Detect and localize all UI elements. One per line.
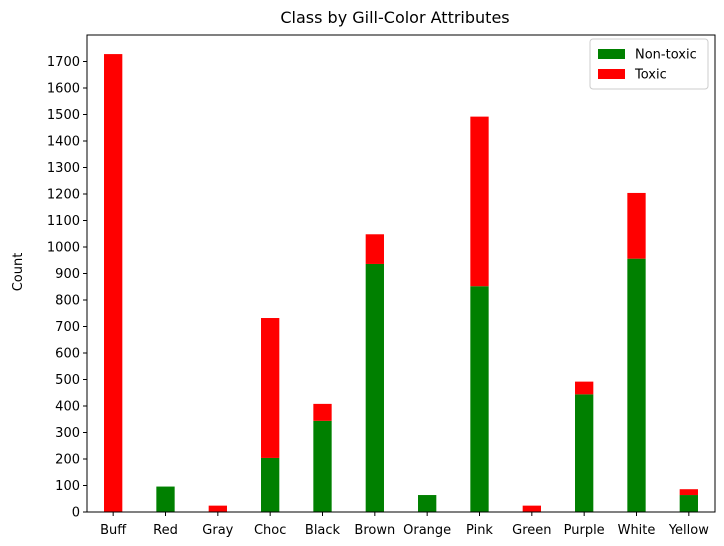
- x-tick-label-purple: Purple: [564, 523, 605, 538]
- y-tick-label: 1500: [47, 108, 80, 123]
- x-tick-label-pink: Pink: [466, 523, 493, 538]
- y-tick-label: 400: [55, 400, 80, 415]
- y-tick-label: 500: [55, 373, 80, 388]
- chart-title: Class by Gill-Color Attributes: [280, 8, 509, 27]
- bar-white-non-toxic: [627, 258, 646, 512]
- y-tick-label: 0: [72, 506, 80, 521]
- x-tick-label-black: Black: [305, 523, 341, 538]
- bar-black-toxic: [313, 403, 332, 421]
- y-tick-label: 800: [55, 294, 80, 309]
- x-tick-label-brown: Brown: [354, 523, 395, 538]
- bar-orange-non-toxic: [418, 495, 437, 512]
- x-tick-label-yellow: Yellow: [668, 523, 709, 538]
- bar-black-non-toxic: [313, 420, 332, 512]
- y-tick-label: 700: [55, 320, 80, 335]
- y-tick-label: 200: [55, 453, 80, 468]
- bar-white-toxic: [627, 192, 646, 259]
- legend-swatch-non-toxic: [598, 49, 625, 59]
- plot-frame: [86, 34, 716, 513]
- y-tick-label: 1000: [47, 241, 80, 256]
- bar-pink-toxic: [470, 116, 489, 287]
- x-tick-label-buff: Buff: [100, 523, 127, 538]
- legend-swatch-toxic: [598, 69, 625, 79]
- legend-label-non-toxic: Non-toxic: [635, 48, 697, 63]
- y-tick-label: 600: [55, 347, 80, 362]
- x-tick-label-green: Green: [512, 523, 551, 538]
- y-tick-label: 1400: [47, 135, 80, 150]
- bar-green-toxic: [522, 505, 541, 512]
- legend-label-toxic: Toxic: [634, 68, 667, 83]
- y-tick-label: 1300: [47, 161, 80, 176]
- bar-purple-non-toxic: [575, 394, 594, 512]
- bar-purple-toxic: [575, 381, 594, 395]
- legend: Non-toxic Toxic: [589, 38, 709, 90]
- bar-red-non-toxic: [156, 486, 175, 512]
- y-tick-label: 1100: [47, 214, 80, 229]
- y-tick-label: 300: [55, 426, 80, 441]
- axes-layer: 0 100 200 300 400 500 600 700 800 900 1000 1100 1200…: [47, 34, 716, 538]
- bar-buff-toxic: [104, 54, 123, 512]
- bar-pink-non-toxic: [470, 286, 489, 512]
- bar-gray-toxic: [208, 505, 227, 512]
- y-tick-label: 1200: [47, 188, 80, 203]
- x-tick-label-choc: Choc: [254, 523, 286, 538]
- bar-brown-toxic: [365, 234, 384, 264]
- x-tick-label-red: Red: [153, 523, 178, 538]
- y-tick-label: 100: [55, 479, 80, 494]
- y-axis-label: Count: [11, 253, 26, 292]
- bar-brown-non-toxic: [365, 263, 384, 512]
- y-tick-label: 1600: [47, 82, 80, 97]
- bar-yellow-toxic: [679, 489, 698, 496]
- y-tick-label: 900: [55, 267, 80, 282]
- x-tick-label-white: White: [618, 523, 656, 538]
- bar-choc-non-toxic: [261, 457, 280, 512]
- bars-layer: [104, 54, 698, 512]
- bar-yellow-non-toxic: [679, 495, 698, 512]
- x-tick-label-gray: Gray: [202, 523, 233, 538]
- x-tick-label-orange: Orange: [403, 523, 451, 538]
- y-tick-label: 1700: [47, 55, 80, 70]
- bar-choc-toxic: [261, 318, 280, 458]
